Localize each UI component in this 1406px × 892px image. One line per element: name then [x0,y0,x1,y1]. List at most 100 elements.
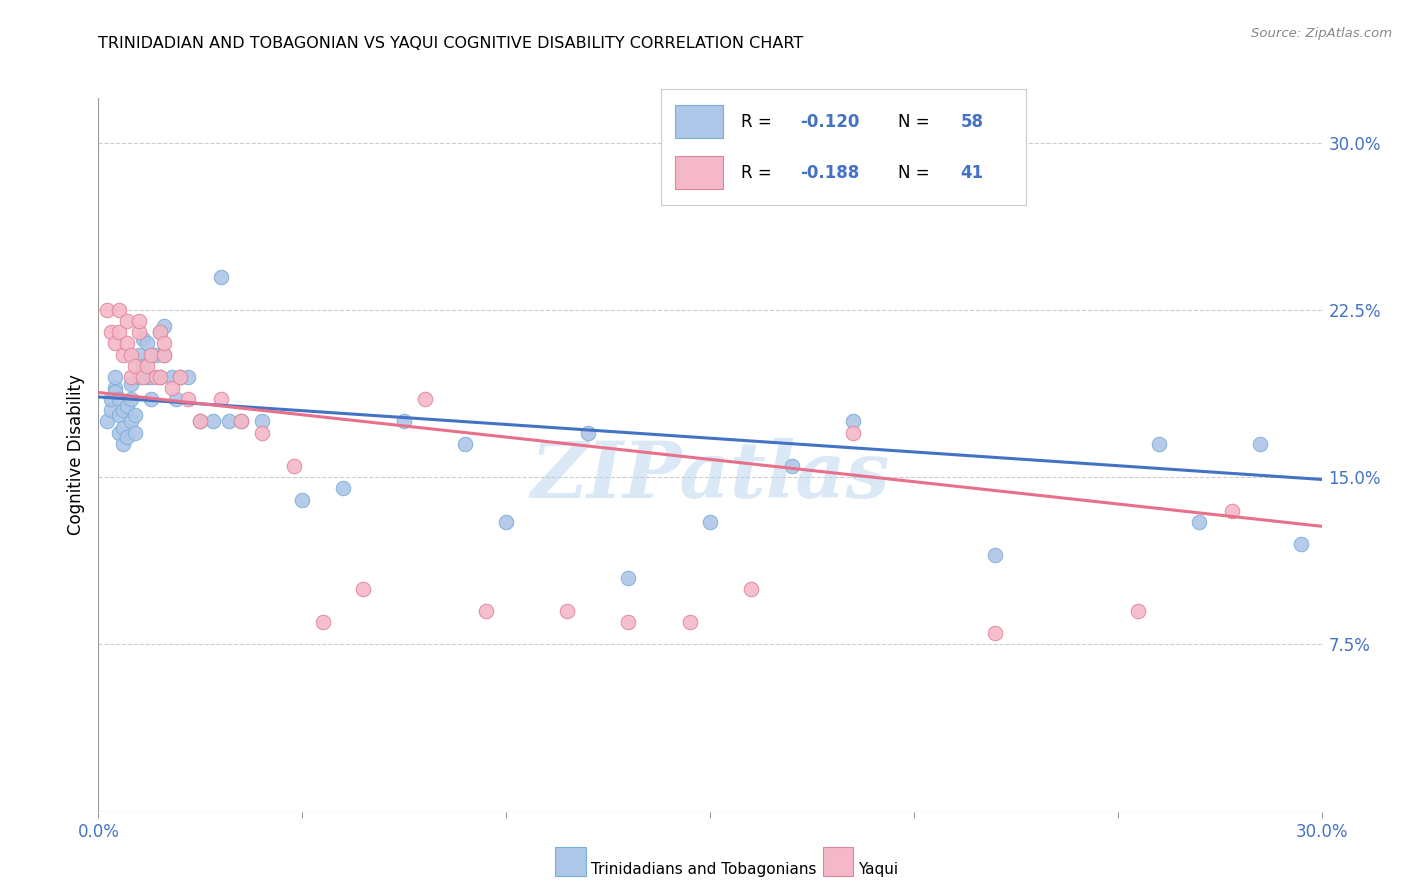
Point [495,515,517,529]
Point [132,369,155,384]
Text: R =: R = [741,112,778,130]
Point [160,369,183,384]
Point [136,369,159,384]
Point [1291,537,1313,551]
Point [740,582,762,596]
Point [108,425,131,440]
Point [352,582,374,596]
Point [169,369,191,384]
Point [699,515,721,529]
Point [100,392,122,407]
Point [165,392,187,407]
Point [111,436,134,450]
Text: Yaqui: Yaqui [858,863,898,877]
Point [576,425,599,440]
Point [141,392,163,407]
Point [617,571,640,585]
Point [128,314,150,328]
Point [188,414,212,429]
Point [841,425,863,440]
Text: N =: N = [898,164,935,182]
Point [740,169,762,184]
Point [141,348,163,362]
Point [132,332,155,346]
Point [96,303,118,318]
Point [120,392,142,407]
FancyBboxPatch shape [675,156,723,189]
Point [250,425,273,440]
Text: -0.188: -0.188 [800,164,859,182]
Point [454,436,477,450]
Point [115,430,138,444]
Text: Trinidadians and Tobagonians: Trinidadians and Tobagonians [591,863,815,877]
Point [108,303,131,318]
Point [1220,503,1243,517]
Point [120,376,142,391]
Point [104,336,127,351]
Point [141,369,163,384]
Point [1128,604,1150,618]
Point [291,492,314,507]
Point [679,615,702,630]
Point [128,348,150,362]
Point [149,325,172,339]
Point [111,348,134,362]
Text: TRINIDADIAN AND TOBAGONIAN VS YAQUI COGNITIVE DISABILITY CORRELATION CHART: TRINIDADIAN AND TOBAGONIAN VS YAQUI COGN… [98,36,804,51]
Point [188,414,212,429]
Text: R =: R = [741,164,778,182]
Point [152,348,174,362]
Point [332,482,354,496]
Point [100,403,122,417]
Point [1249,436,1271,450]
Text: 41: 41 [960,164,984,182]
FancyBboxPatch shape [675,105,723,138]
Point [108,325,131,339]
Point [152,336,174,351]
Point [250,414,273,429]
Point [474,604,498,618]
Point [413,392,436,407]
Point [169,369,191,384]
Point [392,414,416,429]
Point [149,369,172,384]
Text: -0.120: -0.120 [800,112,859,130]
Point [218,414,240,429]
Point [149,325,172,339]
Point [108,408,131,422]
Point [120,414,142,429]
Point [136,359,159,373]
Point [132,359,155,373]
Point [177,369,200,384]
Point [115,399,138,413]
Point [145,369,167,384]
Point [149,369,172,384]
Point [104,369,127,384]
Point [152,318,174,333]
Point [201,414,224,429]
Point [115,336,138,351]
Point [617,615,640,630]
Point [231,414,253,429]
Point [145,348,167,362]
Point [780,459,803,474]
Point [120,369,142,384]
Point [104,385,127,400]
Point [841,414,863,429]
Point [111,403,134,417]
Point [136,336,159,351]
Point [100,325,122,339]
Point [209,392,232,407]
Point [555,604,579,618]
Point [177,392,200,407]
Y-axis label: Cognitive Disability: Cognitive Disability [66,375,84,535]
Point [108,392,131,407]
Point [1188,515,1211,529]
Point [984,626,1007,640]
Point [984,548,1007,563]
Text: N =: N = [898,112,935,130]
Point [1147,436,1170,450]
Point [120,348,142,362]
Text: ZIPatlas: ZIPatlas [530,438,890,515]
Point [124,408,146,422]
Point [124,359,146,373]
